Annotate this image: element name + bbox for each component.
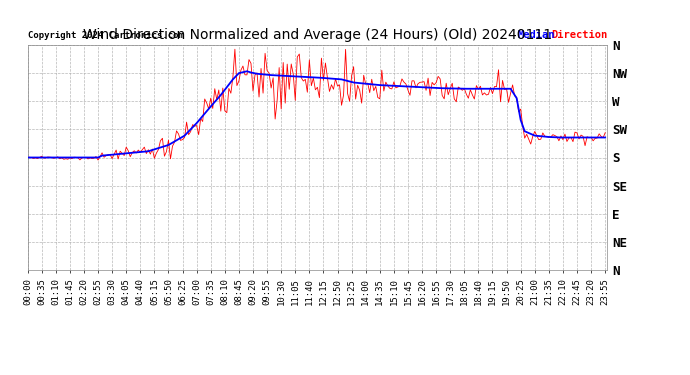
Text: Direction: Direction [551, 30, 607, 40]
Title: Wind Direction Normalized and Average (24 Hours) (Old) 20240111: Wind Direction Normalized and Average (2… [83, 28, 552, 42]
Text: Copyright 2024 Cartronics.com: Copyright 2024 Cartronics.com [28, 32, 184, 40]
Text: Median: Median [518, 30, 555, 40]
